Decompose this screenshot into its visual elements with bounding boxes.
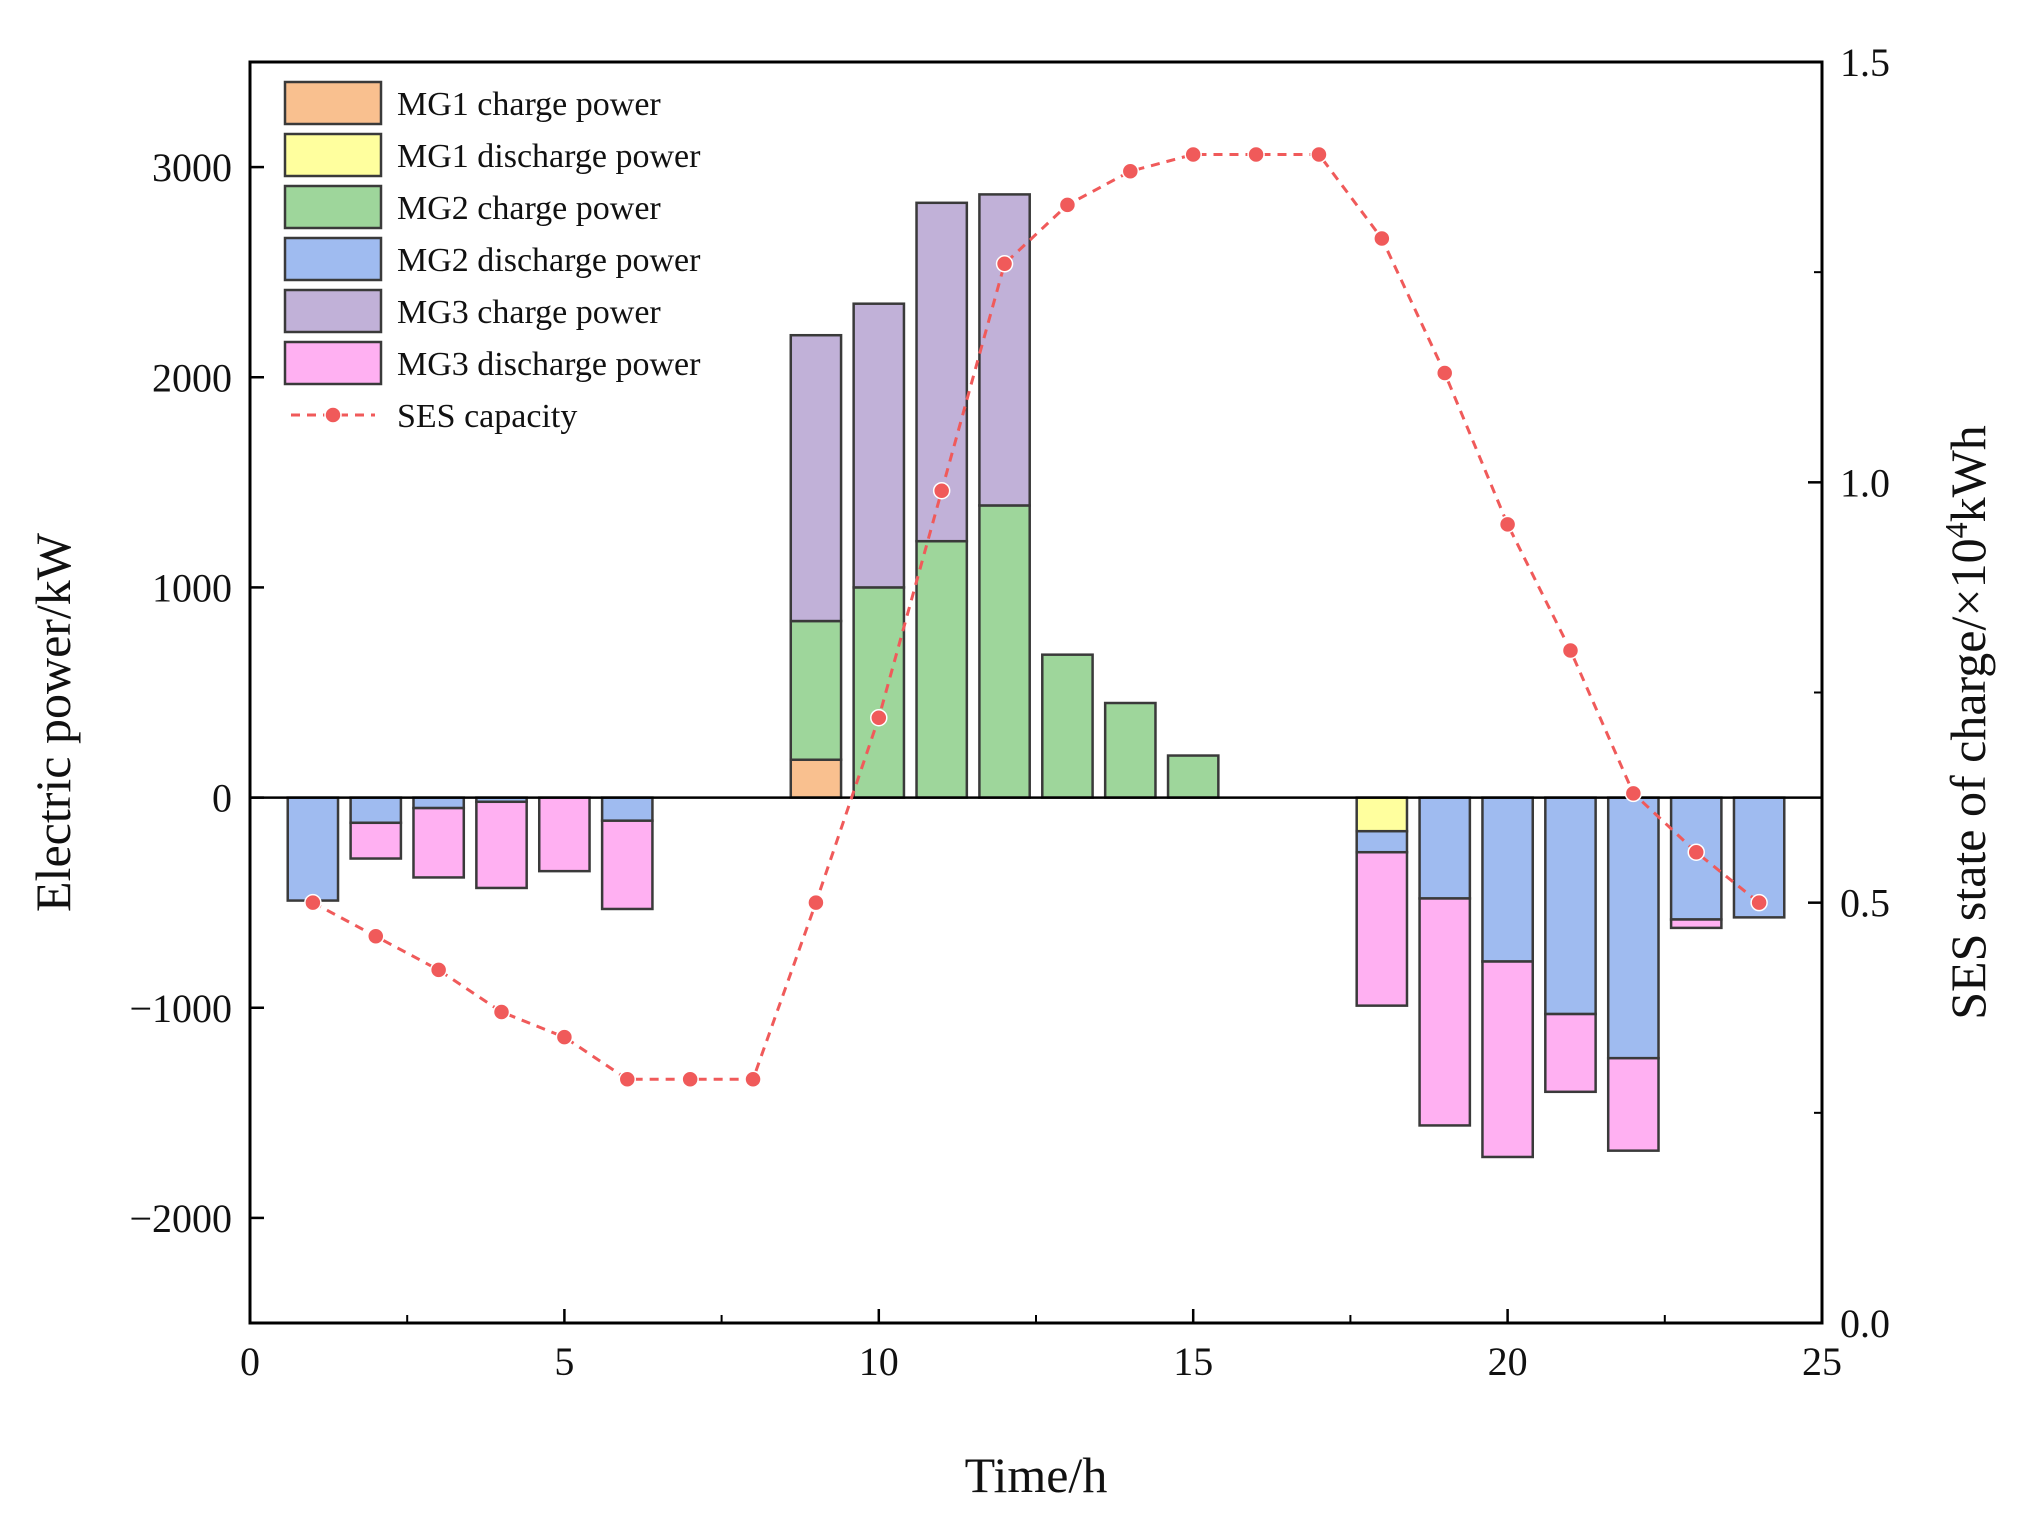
ses-capacity-point-t8: [744, 1070, 762, 1088]
ses-capacity-point-t20: [1498, 515, 1517, 534]
bar-mg3-discharge-power-t21: [1544, 1012, 1597, 1094]
y2-axis-title-unit: kWh: [1940, 425, 1996, 522]
x-tick-label-10: 10: [859, 1339, 899, 1384]
bar-mg2-charge-power-t13: [1041, 653, 1094, 799]
ses-capacity-point-t17: [1310, 145, 1328, 164]
bar-mg3-discharge-power-t4: [475, 800, 528, 890]
y2-axis-title-superscript: 4: [1938, 522, 1974, 538]
bar-mg1-charge-power-t9: [789, 758, 843, 799]
bar-mg2-discharge-power-t20: [1481, 796, 1535, 963]
legend-label-mg2-discharge-power: MG2 discharge power: [397, 242, 701, 279]
bar-mg3-discharge-power-t5: [537, 796, 591, 873]
y2-tick-label-0.5: 0.5: [1840, 881, 1890, 926]
bar-mg3-discharge-power-t23: [1669, 918, 1723, 930]
legend-swatch-mg2-charge-power: [283, 184, 383, 230]
y2-axis-title: SES state of charge/×104kWh: [1938, 425, 1996, 1020]
ses-capacity-point-t13: [1058, 196, 1077, 214]
ses-capacity-point-t3: [429, 961, 448, 979]
bar-mg3-discharge-power-t20: [1481, 960, 1535, 1159]
legend-label-mg1-charge-power: MG1 charge power: [397, 86, 661, 123]
ses-capacity-point-t19: [1435, 364, 1454, 382]
y-tick-label-2000: 2000: [152, 355, 232, 400]
ses-capacity-point-t16: [1247, 145, 1265, 164]
ses-capacity-point-t23: [1687, 843, 1705, 861]
y-tick-label--2000: −2000: [129, 1196, 232, 1241]
x-tick-label-25: 25: [1802, 1339, 1842, 1384]
y-axis-title: Electric power/kW: [25, 532, 81, 912]
legend-label-ses-capacity: SES capacity: [397, 398, 577, 435]
bar-mg2-discharge-power-t21: [1544, 796, 1597, 1016]
x-tick-label-5: 5: [554, 1339, 574, 1384]
legend-swatch-mg1-discharge-power: [283, 132, 383, 178]
bar-mg1-discharge-power-t18: [1355, 796, 1409, 833]
bar-mg3-discharge-power-t19: [1418, 897, 1472, 1127]
y2-tick-label-0: 0.0: [1840, 1301, 1890, 1346]
legend-swatch-mg1-charge-power: [283, 80, 383, 126]
legend-label-mg3-discharge-power: MG3 discharge power: [397, 346, 701, 383]
bar-mg3-charge-power-t10: [852, 302, 906, 589]
bar-mg2-discharge-power-t1: [286, 796, 340, 902]
ses-capacity-point-t15: [1184, 145, 1202, 164]
ses-capacity-point-t22: [1624, 784, 1643, 803]
legend-swatch-mg3-discharge-power: [283, 340, 383, 386]
bar-mg2-charge-power-t9: [789, 619, 843, 762]
legend-label-mg1-discharge-power: MG1 discharge power: [397, 138, 701, 175]
bar-mg3-discharge-power-t2: [349, 821, 403, 860]
tick-labels-layer: 0 5 10 15 20 25 −2000 −1000 0 1000 2000 3000 0.0 0.5 1…: [129, 40, 1890, 1384]
ses-capacity-point-t9: [807, 893, 825, 912]
y2-axis-title-main: SES state of charge/×10: [1940, 538, 1996, 1019]
bar-mg2-discharge-power-t3: [412, 796, 466, 810]
ses-capacity-point-t21: [1561, 641, 1580, 660]
ses-capacity-point-t4: [492, 1003, 511, 1021]
ses-capacity-point-t5: [555, 1028, 574, 1046]
bar-mg3-discharge-power-t6: [600, 819, 654, 911]
bars-layer: [286, 193, 1786, 1159]
ses-capacity-point-t24: [1750, 893, 1768, 912]
ses-capacity-line-layer: [304, 145, 1768, 1088]
bar-mg2-discharge-power-t22: [1606, 796, 1660, 1060]
ses-capacity-point-t6: [618, 1070, 637, 1088]
bar-mg3-charge-power-t9: [789, 333, 843, 623]
legend-label-mg3-charge-power: MG3 charge power: [397, 294, 661, 331]
bar-mg2-charge-power-t12: [978, 504, 1031, 799]
ses-capacity-point-t2: [367, 927, 385, 946]
bar-mg3-discharge-power-t18: [1355, 850, 1409, 1007]
bar-mg2-discharge-power-t19: [1418, 796, 1472, 900]
y2-tick-label-1.5: 1.5: [1840, 40, 1890, 85]
y-tick-label--1000: −1000: [129, 986, 232, 1031]
y-tick-label-1000: 1000: [152, 565, 232, 610]
legend-swatch-mg2-discharge-power: [283, 236, 383, 282]
x-tick-label-0: 0: [240, 1339, 260, 1384]
ses-capacity-point-t1: [304, 893, 322, 912]
y2-tick-label-1: 1.0: [1840, 460, 1890, 505]
legend-swatch-marker-ses-capacity: [324, 406, 342, 424]
legend: MG1 charge power MG1 discharge power MG2 c…: [283, 80, 701, 435]
bar-mg2-charge-power-t11: [915, 539, 969, 799]
bar-mg3-discharge-power-t22: [1606, 1056, 1660, 1152]
bar-mg2-discharge-power-t18: [1355, 829, 1409, 854]
x-axis-title: Time/h: [965, 1447, 1108, 1503]
ses-capacity-point-t11: [932, 481, 951, 500]
legend-label-mg2-charge-power: MG2 charge power: [397, 190, 661, 227]
ses-capacity-point-t14: [1121, 162, 1140, 181]
bar-mg3-discharge-power-t3: [412, 806, 466, 879]
ses-capacity-line: [312, 152, 1761, 1081]
bar-mg2-discharge-power-t6: [600, 796, 654, 822]
y-tick-label-0: 0: [212, 776, 232, 821]
ticks-layer: [248, 60, 1824, 1325]
legend-swatch-mg3-charge-power: [283, 288, 383, 334]
ses-capacity-point-t7: [681, 1070, 699, 1088]
bar-mg2-charge-power-t14: [1103, 701, 1157, 799]
ses-capacity-point-t18: [1373, 229, 1391, 248]
bar-mg2-charge-power-t15: [1166, 754, 1220, 799]
bar-mg2-discharge-power-t2: [349, 796, 403, 825]
x-tick-label-15: 15: [1173, 1339, 1213, 1384]
x-tick-label-20: 20: [1488, 1339, 1528, 1384]
ses-capacity-point-t10: [870, 708, 888, 727]
y-tick-label-3000: 3000: [152, 145, 232, 190]
bar-mg3-charge-power-t12: [978, 193, 1031, 507]
ses-capacity-point-t12: [995, 255, 1014, 273]
